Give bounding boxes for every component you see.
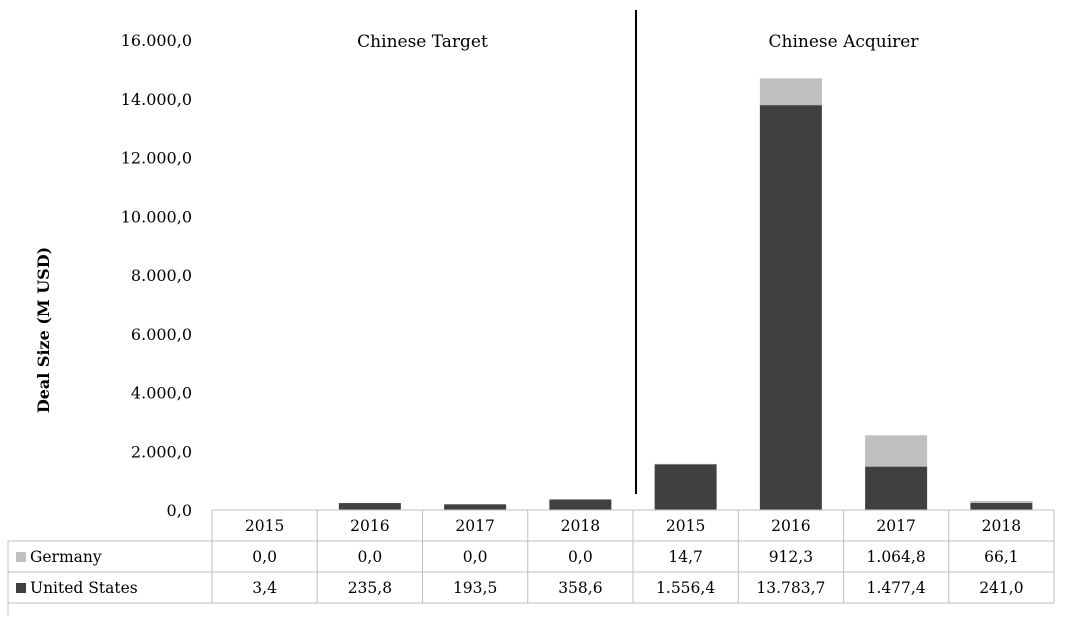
legend-swatch xyxy=(16,583,26,593)
category-label: 2015 xyxy=(666,517,705,535)
legend-label: Germany xyxy=(30,548,102,566)
data-label: 0,0 xyxy=(358,548,383,566)
data-label: 0,0 xyxy=(463,548,488,566)
data-label: 193,5 xyxy=(453,579,497,597)
bar-germany xyxy=(759,78,822,106)
group-label: Chinese Acquirer xyxy=(769,32,920,52)
bar-united-states xyxy=(865,466,928,510)
data-label: 14,7 xyxy=(668,548,703,566)
bars xyxy=(233,78,1033,510)
y-tick-label: 2.000,0 xyxy=(131,442,192,461)
data-label: 3,4 xyxy=(252,579,277,597)
data-table: 2015 2016 2017 2018 2015 2016 2017 2018 Germany 0… xyxy=(7,509,1055,615)
y-tick-label: 0,0 xyxy=(167,501,192,520)
y-tick-label: 12.000,0 xyxy=(121,149,192,168)
bar-united-states xyxy=(759,105,822,510)
data-label: 0,0 xyxy=(252,548,277,566)
legend-swatch xyxy=(16,552,26,562)
bar-united-states xyxy=(549,499,612,510)
bar-germany xyxy=(865,435,928,467)
category-label: 2018 xyxy=(561,517,600,535)
y-tick-label: 6.000,0 xyxy=(131,325,192,344)
category-label: 2017 xyxy=(876,517,915,535)
group-label: Chinese Target xyxy=(357,32,488,52)
bar-united-states xyxy=(970,502,1033,510)
data-label: 912,3 xyxy=(769,548,813,566)
category-label: 2017 xyxy=(455,517,494,535)
y-tick-label: 4.000,0 xyxy=(131,384,192,403)
y-axis-label: Deal Size (M USD) xyxy=(34,247,53,413)
y-tick-label: 10.000,0 xyxy=(121,207,192,226)
data-label: 0,0 xyxy=(568,548,593,566)
bar-germany xyxy=(970,500,1033,503)
category-label: 2018 xyxy=(982,517,1021,535)
y-tick-label: 16.000,0 xyxy=(121,31,192,50)
data-label: 235,8 xyxy=(348,579,392,597)
y-axis: 0,0 2.000,0 4.000,0 6.000,0 8.000,0 10.000,0 1… xyxy=(121,31,192,520)
y-tick-label: 14.000,0 xyxy=(121,90,192,109)
bar-united-states xyxy=(444,504,507,510)
y-tick-label: 8.000,0 xyxy=(131,266,192,285)
bar-united-states xyxy=(654,464,717,510)
data-label: 13.783,7 xyxy=(756,579,825,597)
data-label: 358,6 xyxy=(558,579,602,597)
category-label: 2015 xyxy=(245,517,284,535)
data-label: 1.477,4 xyxy=(867,579,926,597)
category-label: 2016 xyxy=(771,517,810,535)
legend-label: United States xyxy=(30,579,138,597)
group-labels: Chinese Target Chinese Acquirer xyxy=(357,32,919,52)
category-label: 2016 xyxy=(350,517,389,535)
data-label: 1.064,8 xyxy=(867,548,926,566)
bar-united-states xyxy=(338,503,401,510)
data-label: 1.556,4 xyxy=(656,579,715,597)
data-label: 66,1 xyxy=(984,548,1019,566)
data-label: 241,0 xyxy=(979,579,1023,597)
